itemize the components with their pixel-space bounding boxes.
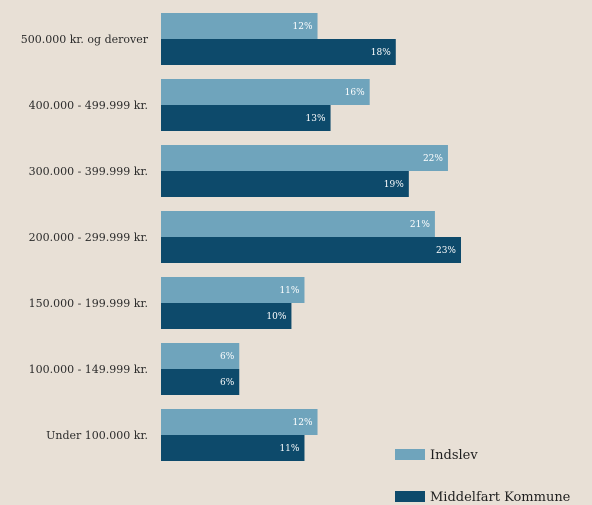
data-label: 11% xyxy=(279,286,299,296)
category-label: 100.000 - 149.999 kr. xyxy=(29,363,148,376)
bar-middelfart xyxy=(161,303,292,329)
data-label: 10% xyxy=(266,312,286,322)
bar-middelfart xyxy=(161,369,240,395)
bar-indslev xyxy=(161,277,305,303)
bar-middelfart xyxy=(161,105,331,131)
bar-indslev xyxy=(161,409,318,435)
data-label: 18% xyxy=(371,48,391,58)
legend-label-middelfart: Middelfart Kommune xyxy=(430,490,571,505)
category-label: 150.000 - 199.999 kr. xyxy=(29,297,148,310)
bar-middelfart xyxy=(161,171,409,197)
bar-indslev xyxy=(161,343,240,369)
legend-label-indslev: Indslev xyxy=(430,448,478,463)
bar-middelfart xyxy=(161,39,396,65)
bar-indslev xyxy=(161,79,370,105)
data-label: 11% xyxy=(279,444,299,454)
data-label: 19% xyxy=(384,180,404,190)
bar-indslev xyxy=(161,145,448,171)
category-label: 500.000 kr. og derover xyxy=(21,33,149,46)
bar-indslev xyxy=(161,211,435,237)
data-label: 23% xyxy=(436,246,456,256)
data-label: 13% xyxy=(306,114,326,124)
bar-indslev xyxy=(161,13,318,39)
legend-swatch-middelfart xyxy=(395,491,425,502)
data-label: 12% xyxy=(293,22,313,32)
category-label: 400.000 - 499.999 kr. xyxy=(29,99,148,112)
data-label: 6% xyxy=(220,378,235,388)
category-label: 300.000 - 399.999 kr. xyxy=(29,165,148,178)
data-label: 22% xyxy=(423,154,443,164)
data-label: 6% xyxy=(220,352,235,362)
legend-swatch-indslev xyxy=(395,449,425,460)
category-label: 200.000 - 299.999 kr. xyxy=(29,231,148,244)
data-label: 12% xyxy=(293,418,313,428)
data-label: 21% xyxy=(410,220,430,230)
data-label: 16% xyxy=(345,88,365,98)
bar-middelfart xyxy=(161,237,461,263)
bar-middelfart xyxy=(161,435,305,461)
category-label: Under 100.000 kr. xyxy=(46,429,148,442)
